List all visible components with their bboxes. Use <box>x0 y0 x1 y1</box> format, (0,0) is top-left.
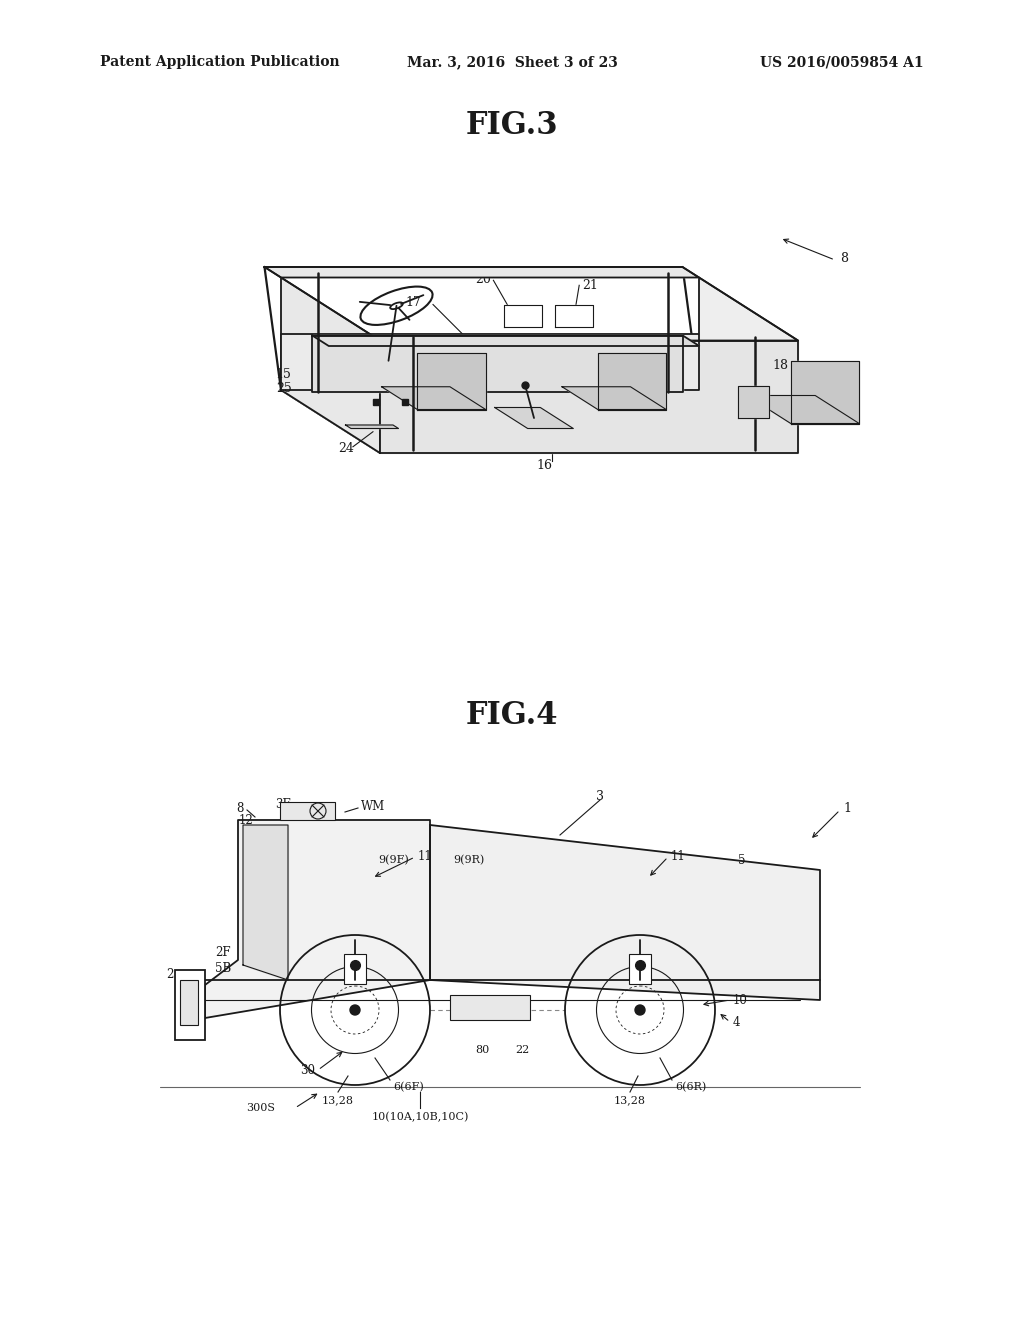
Text: 22: 22 <box>515 1045 529 1055</box>
Text: 25: 25 <box>275 381 292 395</box>
Text: 21: 21 <box>583 279 598 292</box>
Polygon shape <box>699 277 798 453</box>
Text: 18: 18 <box>772 359 788 372</box>
Text: 17: 17 <box>406 296 421 309</box>
Text: 2: 2 <box>167 969 174 982</box>
Bar <box>175 970 205 1040</box>
Text: 6(6R): 6(6R) <box>675 1082 707 1093</box>
Text: 3F: 3F <box>275 799 291 812</box>
Polygon shape <box>495 408 573 429</box>
Text: 300S: 300S <box>246 1104 275 1113</box>
Polygon shape <box>312 335 683 392</box>
Text: 5: 5 <box>738 854 745 866</box>
Text: 9(9F): 9(9F) <box>378 855 409 865</box>
Text: 20: 20 <box>475 273 492 286</box>
Polygon shape <box>205 820 430 1018</box>
Text: Patent Application Publication: Patent Application Publication <box>100 55 340 69</box>
Text: 6(6F): 6(6F) <box>393 1082 424 1093</box>
Text: FIG.3: FIG.3 <box>466 110 558 141</box>
Polygon shape <box>791 360 859 424</box>
Polygon shape <box>598 354 667 409</box>
Text: 11: 11 <box>418 850 433 862</box>
Polygon shape <box>418 354 485 409</box>
Text: US 2016/0059854 A1: US 2016/0059854 A1 <box>761 55 924 69</box>
Text: FIG.4: FIG.4 <box>466 700 558 731</box>
Text: 80: 80 <box>476 1045 490 1055</box>
Text: 10(10A,10B,10C): 10(10A,10B,10C) <box>372 1111 469 1122</box>
Text: 8: 8 <box>237 801 244 814</box>
Text: 1: 1 <box>843 801 851 814</box>
Bar <box>280 803 335 820</box>
Polygon shape <box>345 425 398 429</box>
Polygon shape <box>738 387 769 417</box>
Polygon shape <box>382 387 485 409</box>
Text: 2F: 2F <box>215 945 230 958</box>
Polygon shape <box>281 334 699 389</box>
Bar <box>629 954 651 983</box>
Text: 13,28: 13,28 <box>614 1096 646 1105</box>
Polygon shape <box>746 396 859 424</box>
Text: 3: 3 <box>596 789 604 803</box>
Circle shape <box>350 1005 360 1015</box>
Polygon shape <box>281 389 798 453</box>
Text: 13,28: 13,28 <box>322 1096 354 1105</box>
Text: 19: 19 <box>796 412 811 425</box>
Text: 9(9R): 9(9R) <box>453 855 484 865</box>
Text: 10: 10 <box>733 994 748 1006</box>
Polygon shape <box>264 267 699 277</box>
Text: 12: 12 <box>239 814 253 828</box>
Polygon shape <box>555 305 593 326</box>
Polygon shape <box>562 387 667 409</box>
Text: Mar. 3, 2016  Sheet 3 of 23: Mar. 3, 2016 Sheet 3 of 23 <box>407 55 617 69</box>
Text: WM: WM <box>361 800 385 813</box>
Bar <box>344 954 366 983</box>
Text: 15: 15 <box>275 368 292 380</box>
Text: 24: 24 <box>338 442 354 455</box>
Text: 4: 4 <box>733 1015 740 1028</box>
Polygon shape <box>504 305 542 326</box>
Polygon shape <box>430 825 820 1001</box>
Bar <box>180 979 198 1026</box>
Polygon shape <box>281 277 380 453</box>
Polygon shape <box>243 825 288 979</box>
Polygon shape <box>312 335 699 346</box>
Bar <box>450 995 530 1020</box>
Text: 16: 16 <box>536 459 552 473</box>
Polygon shape <box>380 341 798 453</box>
Text: 30: 30 <box>300 1064 315 1077</box>
Text: 5B: 5B <box>215 961 231 974</box>
Circle shape <box>635 1005 645 1015</box>
Text: 11: 11 <box>671 850 686 862</box>
Text: 8: 8 <box>840 252 848 264</box>
